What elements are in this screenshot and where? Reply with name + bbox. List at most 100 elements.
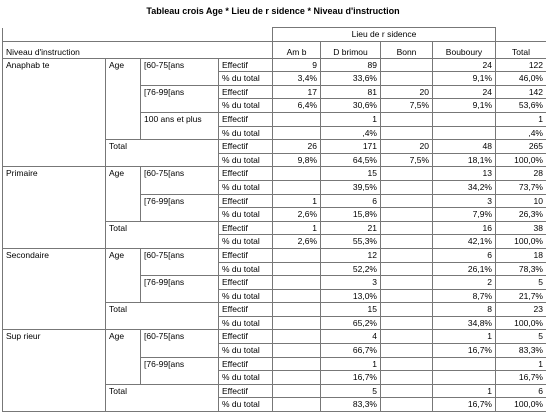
cell-value: 48: [432, 139, 496, 154]
cell-value: [380, 71, 433, 86]
cell-value: [272, 370, 321, 385]
cell-value: 30,6%: [320, 98, 381, 113]
table-row: Sup rieur Age [60-75[ans Effectif 4 1 5: [2, 329, 546, 413]
total-label: Total: [105, 383, 219, 413]
cell-value: [380, 234, 433, 249]
cell-value: [380, 302, 433, 317]
cell-value: 26,3%: [495, 207, 546, 222]
crosstab: Lieu de r sidence Niveau d'instruction Am …: [2, 27, 546, 413]
cell-value: 7,5%: [380, 98, 433, 113]
cell-value: 4: [320, 329, 381, 345]
cell-value: [432, 111, 496, 127]
cell-value: 1: [272, 193, 321, 209]
variable-label: Age: [105, 329, 141, 385]
cell-value: 5: [495, 275, 546, 290]
cell-value: 1: [432, 329, 496, 345]
cell-value: 18: [495, 247, 546, 263]
cell-value: [380, 343, 433, 358]
stat-label: % du total: [218, 288, 273, 304]
stat-label: % du total: [218, 152, 273, 168]
cell-value: 100,0%: [495, 397, 546, 413]
cell-value: 265: [495, 139, 546, 154]
stat-label: Effectif: [218, 57, 273, 73]
cell-value: 6: [495, 383, 546, 399]
cell-value: 100,0%: [495, 315, 546, 331]
cell-value: 83,3%: [320, 397, 381, 413]
stat-label: % du total: [218, 370, 273, 385]
cell-value: 13,0%: [320, 288, 381, 304]
cell-value: 6: [320, 193, 381, 209]
total-label: Total: [105, 220, 219, 249]
cell-value: [380, 383, 433, 399]
stat-label: Effectif: [218, 139, 273, 154]
cell-value: 171: [320, 139, 381, 154]
table-row: [76-99[ans Effectif 1 1: [3, 356, 546, 385]
stat-label: Effectif: [218, 111, 273, 127]
cell-value: 83,3%: [495, 343, 546, 358]
cell-value: 33,6%: [320, 71, 381, 86]
table-row: % du total 39,5% 34,2% 73,7%: [3, 179, 546, 195]
cell-value: 9,8%: [272, 152, 321, 168]
variable-label: Age: [105, 166, 141, 222]
cell-value: [272, 247, 321, 263]
cell-value: [272, 315, 321, 331]
cell-value: 16,7%: [320, 370, 381, 385]
cell-value: 2: [432, 275, 496, 290]
table-row: % du total 6,4% 30,6% 7,5% 9,1% 53,6%: [3, 98, 546, 113]
column-header: Total: [495, 40, 546, 59]
cell-value: 55,3%: [320, 234, 381, 249]
table-row: % du total ,4% ,4%: [3, 125, 546, 141]
cell-value: 24: [432, 84, 496, 100]
stat-label: % du total: [218, 98, 273, 113]
cell-value: 15: [320, 166, 381, 181]
cell-value: 26,1%: [432, 261, 496, 277]
cell-value: 46,0%: [495, 71, 546, 86]
cell-value: 42,1%: [432, 234, 496, 249]
cell-value: [380, 315, 433, 331]
table-row: % du total 16,7% 16,7%: [3, 370, 546, 385]
total-label: Total: [105, 302, 219, 331]
cell-value: 65,2%: [320, 315, 381, 331]
group-label: [60-75[ans: [140, 166, 219, 195]
table-row: 100 ans et plus Effectif 1 1: [3, 111, 546, 141]
cell-value: 26: [272, 139, 321, 154]
group-label: [60-75[ans: [140, 57, 219, 86]
stat-label: % du total: [218, 261, 273, 277]
cell-value: [380, 397, 433, 413]
cell-value: 16,7%: [432, 343, 496, 358]
cell-value: [272, 383, 321, 399]
cell-value: 73,7%: [495, 179, 546, 195]
cell-value: 20: [380, 139, 433, 154]
cell-value: [380, 193, 433, 209]
group-label: [76-99[ans: [140, 84, 219, 113]
cell-value: ,4%: [320, 125, 381, 141]
cell-value: 16: [432, 220, 496, 236]
cell-value: [380, 288, 433, 304]
cell-value: 24: [432, 57, 496, 73]
cell-value: 3,4%: [272, 71, 321, 86]
cell-value: 10: [495, 193, 546, 209]
cell-value: [380, 247, 433, 263]
cell-value: 3: [320, 275, 381, 290]
cell-value: [272, 111, 321, 127]
cell-value: [432, 356, 496, 372]
cell-value: 18,1%: [432, 152, 496, 168]
corner: [2, 27, 273, 42]
stat-label: Effectif: [218, 329, 273, 345]
cell-value: [380, 111, 433, 127]
table-row: % du total 83,3% 16,7% 100,0%: [3, 397, 546, 413]
cell-value: [272, 179, 321, 195]
group-label: [76-99[ans: [140, 193, 219, 222]
cell-value: 2,6%: [272, 234, 321, 249]
cell-value: 6: [432, 247, 496, 263]
cell-value: [380, 166, 433, 181]
cell-value: [380, 179, 433, 195]
cell-value: 64,5%: [320, 152, 381, 168]
table-row: [76-99[ans Effectif 17 81 20 24 142: [3, 84, 546, 113]
table-title: Tableau crois Age * Lieu de r sidence * …: [146, 6, 400, 16]
cell-value: [272, 302, 321, 317]
cell-value: 89: [320, 57, 381, 73]
cell-value: 17: [272, 84, 321, 100]
cell-value: 1: [495, 111, 546, 127]
